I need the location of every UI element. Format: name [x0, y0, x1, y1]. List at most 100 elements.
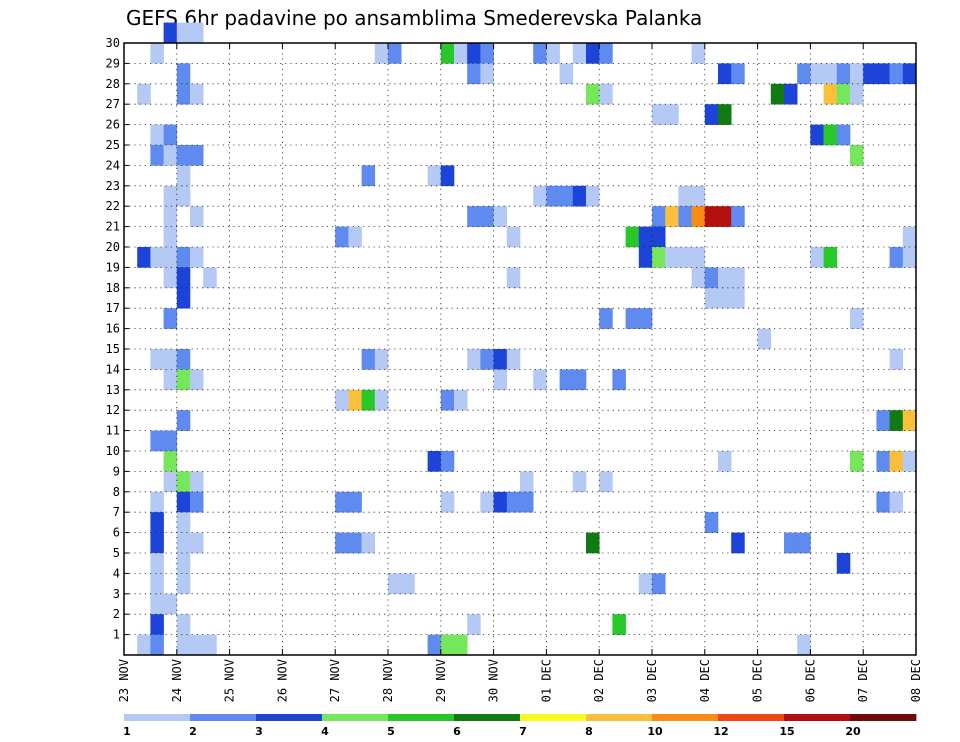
- precip-cell: [493, 491, 508, 513]
- precip-cell: [493, 349, 508, 370]
- precip-cell: [784, 83, 798, 105]
- precip-cell: [520, 471, 534, 493]
- precip-cell: [190, 83, 204, 105]
- y-tick-label: 15: [106, 342, 120, 356]
- precip-cell: [876, 491, 890, 513]
- precip-cell: [506, 267, 521, 289]
- y-tick-label: 22: [106, 199, 120, 213]
- colorbar-swatch: [124, 714, 191, 721]
- x-tick-label: 24 NOV: [170, 659, 184, 702]
- x-tick-label: 27 NOV: [328, 659, 342, 702]
- precip-cell: [190, 634, 204, 656]
- precip-cell: [361, 389, 376, 411]
- precip-cell: [638, 308, 653, 329]
- precip-cell: [454, 634, 468, 656]
- colorbar-swatch: [586, 714, 653, 721]
- precip-cell: [176, 145, 191, 166]
- x-tick-label: 03 DEC: [645, 659, 659, 702]
- precip-cell: [440, 634, 455, 656]
- precip-cell: [599, 83, 613, 105]
- precip-cell: [665, 104, 679, 125]
- precip-cell: [150, 573, 164, 595]
- precip-cell: [163, 247, 178, 268]
- precip-cell: [678, 185, 692, 207]
- precip-cell: [572, 471, 587, 493]
- precip-cell: [137, 83, 151, 105]
- x-tick-label: 30 NOV: [487, 659, 501, 702]
- precip-cell: [572, 185, 587, 207]
- precip-cell: [163, 593, 178, 615]
- precip-cell: [572, 43, 587, 64]
- precip-cell: [176, 634, 191, 656]
- precip-cell: [889, 491, 904, 513]
- y-tick-label: 7: [113, 505, 120, 519]
- y-tick-label: 26: [106, 118, 120, 132]
- precip-cell: [889, 410, 904, 431]
- precip-cell: [572, 369, 587, 391]
- precip-cell: [638, 226, 653, 248]
- x-tick-label: 23 NOV: [117, 659, 131, 702]
- precip-cell: [467, 206, 481, 227]
- x-tick-label: 28 NOV: [381, 659, 395, 702]
- precip-cell: [480, 63, 494, 85]
- precip-cell: [638, 573, 653, 595]
- precip-cell: [836, 553, 851, 574]
- y-tick-label: 23: [106, 179, 120, 193]
- precip-cell: [335, 389, 349, 411]
- x-tick-label: 05 DEC: [751, 659, 765, 702]
- precip-cell: [150, 532, 164, 554]
- x-tick-label: 06 DEC: [803, 659, 817, 702]
- precip-cell: [454, 389, 468, 411]
- colorbar-swatch: [718, 714, 785, 721]
- precip-cell: [190, 247, 204, 268]
- precip-cell: [440, 451, 455, 472]
- precip-cell: [150, 512, 164, 533]
- precip-cell: [586, 185, 600, 207]
- colorbar-label: 10: [647, 725, 663, 738]
- precip-cell: [836, 124, 851, 146]
- precip-cell: [652, 206, 666, 227]
- precip-cell: [902, 451, 917, 472]
- precip-cell: [506, 226, 521, 248]
- y-tick-label: 28: [106, 77, 120, 91]
- precip-cell: [176, 287, 191, 309]
- precip-cell: [586, 532, 600, 554]
- precip-cell: [163, 267, 178, 289]
- colorbar-swatch: [850, 714, 917, 721]
- precip-cell: [889, 451, 904, 472]
- y-tick-label: 24: [106, 158, 120, 172]
- precip-cell: [163, 185, 178, 207]
- precip-cell: [440, 165, 455, 187]
- precip-cell: [150, 430, 164, 452]
- colorbar-swatch: [652, 714, 719, 721]
- precip-cell: [467, 349, 481, 370]
- precip-cell: [810, 63, 824, 85]
- precip-cell: [718, 451, 732, 472]
- precip-cell: [731, 287, 745, 309]
- colorbar-label: 8: [585, 725, 593, 738]
- precip-cell: [176, 532, 191, 554]
- precip-cell: [163, 145, 178, 166]
- precip-cell: [480, 43, 494, 64]
- y-tick-label: 30: [106, 36, 120, 50]
- precip-cell: [625, 308, 640, 329]
- precip-cell: [704, 104, 719, 125]
- precip-cell: [691, 247, 706, 268]
- precip-cell: [850, 145, 864, 166]
- precip-cell: [361, 349, 376, 370]
- precip-cell: [467, 614, 481, 635]
- colorbar-label: 2: [189, 725, 197, 738]
- precip-cell: [150, 247, 164, 268]
- y-tick-label: 6: [113, 526, 120, 540]
- colorbar-swatch: [784, 714, 851, 721]
- precip-cell: [559, 185, 574, 207]
- precip-cell: [678, 247, 692, 268]
- precip-cell: [454, 43, 468, 64]
- precip-cell: [176, 349, 191, 370]
- grid-lines: [124, 42, 916, 655]
- precip-cell: [823, 247, 838, 268]
- precip-cell: [704, 267, 719, 289]
- precip-cell: [176, 63, 191, 85]
- precip-cell: [823, 124, 838, 146]
- precip-cell: [678, 206, 692, 227]
